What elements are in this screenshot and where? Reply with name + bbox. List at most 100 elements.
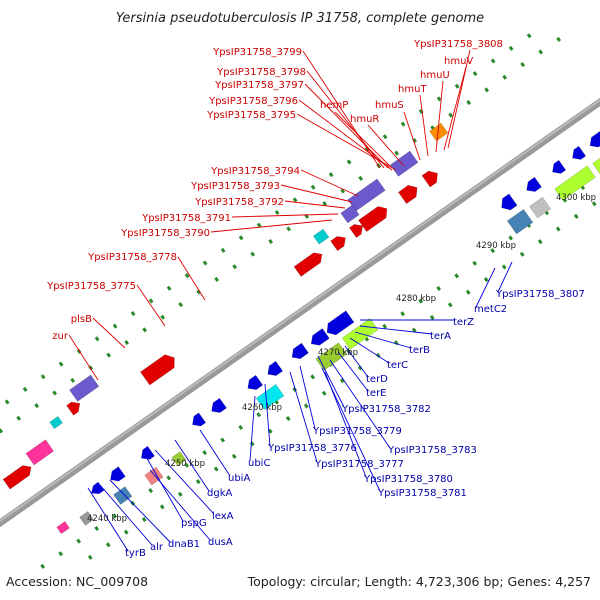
gene-label[interactable]: YpsIP31758_3775 bbox=[46, 281, 136, 292]
leader-line bbox=[306, 70, 385, 169]
leader-line bbox=[296, 113, 397, 171]
track-dot bbox=[231, 453, 237, 459]
gene-features bbox=[0, 122, 600, 535]
backbone-line bbox=[0, 97, 600, 528]
gene-label[interactable]: lexA bbox=[212, 511, 234, 522]
gene-label[interactable]: YpsIP31758_3778 bbox=[87, 252, 177, 263]
gene-label[interactable]: YpsIP31758_3807 bbox=[495, 289, 585, 300]
gene-label[interactable]: tyrB bbox=[125, 548, 146, 559]
track-dot bbox=[232, 264, 238, 270]
track-dot bbox=[357, 365, 363, 371]
track-dot bbox=[466, 100, 472, 106]
gene-label[interactable]: terD bbox=[366, 374, 388, 385]
gene-label[interactable]: YpsIP31758_3776 bbox=[267, 443, 357, 454]
gene-label[interactable]: YpsIP31758_3799 bbox=[212, 47, 302, 58]
track-dot bbox=[87, 554, 93, 560]
track-dot bbox=[160, 314, 166, 320]
gene-label[interactable]: dusA bbox=[208, 537, 233, 548]
track-dot bbox=[418, 298, 424, 304]
track-dot bbox=[141, 517, 147, 523]
leader-line bbox=[249, 395, 256, 462]
gene-label[interactable]: pspG bbox=[181, 518, 207, 529]
track-dot bbox=[268, 238, 274, 244]
leader-line bbox=[231, 213, 339, 218]
gene-label[interactable]: YpsIP31758_3797 bbox=[214, 80, 304, 91]
track-dot bbox=[483, 277, 489, 283]
gene-label[interactable]: alr bbox=[150, 542, 164, 553]
gene-label[interactable]: ubiA bbox=[228, 473, 250, 484]
gene-label[interactable]: YpsIP31758_3782 bbox=[341, 404, 431, 415]
leader-line bbox=[210, 219, 333, 233]
track-dot bbox=[94, 525, 100, 531]
track-dot bbox=[94, 336, 100, 342]
gene-label[interactable]: zur bbox=[52, 331, 69, 342]
gene-feature bbox=[144, 466, 164, 486]
gene-feature bbox=[572, 145, 587, 160]
gene-label[interactable]: terA bbox=[430, 331, 451, 342]
gene-feature bbox=[192, 412, 207, 427]
leader-line bbox=[475, 267, 496, 308]
track-dot bbox=[502, 74, 508, 80]
leader-line bbox=[298, 99, 393, 171]
leader-line bbox=[284, 200, 346, 209]
gene-label[interactable]: hmuT bbox=[398, 84, 427, 95]
gene-label[interactable]: terE bbox=[366, 388, 387, 399]
gene-feature bbox=[255, 384, 285, 411]
leader-line bbox=[403, 111, 421, 161]
track-dot bbox=[321, 390, 327, 396]
track-dot bbox=[274, 210, 280, 216]
accession-text: Accession: NC_009708 bbox=[6, 574, 148, 589]
track-dot bbox=[148, 488, 154, 494]
gene-feature bbox=[66, 401, 81, 416]
gene-label[interactable]: dgkA bbox=[207, 488, 232, 499]
gene-label[interactable]: YpsIP31758_3777 bbox=[314, 459, 404, 470]
gene-label[interactable]: hemP bbox=[320, 100, 348, 111]
gene-label[interactable]: ubiC bbox=[248, 458, 270, 469]
track-dot bbox=[346, 159, 352, 165]
gene-label[interactable]: YpsIP31758_3792 bbox=[194, 197, 284, 208]
gene-label[interactable]: dnaB1 bbox=[168, 539, 200, 550]
gene-label[interactable]: hmuV bbox=[444, 56, 473, 67]
leader-line bbox=[344, 345, 369, 378]
track-dot bbox=[555, 226, 561, 232]
gene-label[interactable]: terC bbox=[387, 360, 408, 371]
leader-line bbox=[447, 49, 471, 149]
track-dot bbox=[196, 289, 202, 295]
leader-line bbox=[136, 284, 166, 327]
gene-label[interactable]: YpsIP31758_3793 bbox=[190, 181, 280, 192]
gene-label[interactable]: YpsIP31758_3781 bbox=[377, 488, 467, 499]
track-dot bbox=[310, 374, 316, 380]
gene-label[interactable]: metC2 bbox=[474, 304, 507, 315]
track-dot bbox=[310, 184, 316, 190]
gene-label[interactable]: terZ bbox=[453, 317, 474, 328]
gene-label[interactable]: YpsIP31758_3798 bbox=[216, 67, 306, 78]
gene-label[interactable]: terB bbox=[409, 345, 430, 356]
track-dot bbox=[339, 378, 345, 384]
gene-label[interactable]: YpsIP31758_3779 bbox=[312, 426, 402, 437]
track-dot bbox=[256, 412, 262, 418]
gene-label[interactable]: YpsIP31758_3794 bbox=[210, 166, 300, 177]
leader-line bbox=[109, 479, 171, 543]
gene-label[interactable]: YpsIP31758_3790 bbox=[120, 228, 210, 239]
gene-label[interactable]: YpsIP31758_3796 bbox=[208, 96, 298, 107]
gene-label[interactable]: YpsIP31758_3783 bbox=[387, 445, 477, 456]
backbone-highlight bbox=[0, 98, 600, 523]
track-dot bbox=[130, 311, 136, 317]
gene-label[interactable]: hmuR bbox=[350, 114, 379, 125]
gene-feature bbox=[310, 328, 330, 346]
gene-label[interactable]: plsB bbox=[71, 314, 92, 325]
track-dot bbox=[382, 134, 388, 140]
gene-label[interactable]: YpsIP31758_3795 bbox=[206, 110, 296, 121]
gene-feature bbox=[293, 252, 323, 277]
gene-label[interactable]: hmuS bbox=[375, 100, 404, 111]
track-dot bbox=[142, 327, 148, 333]
gene-label[interactable]: hmuU bbox=[420, 70, 450, 81]
gene-feature bbox=[56, 521, 70, 535]
gene-label[interactable]: YpsIP31758_3808 bbox=[413, 39, 503, 50]
track-dot bbox=[573, 213, 579, 219]
gene-label[interactable]: YpsIP31758_3780 bbox=[363, 474, 453, 485]
gene-label[interactable]: YpsIP31758_3791 bbox=[141, 213, 231, 224]
leader-line bbox=[359, 325, 433, 335]
